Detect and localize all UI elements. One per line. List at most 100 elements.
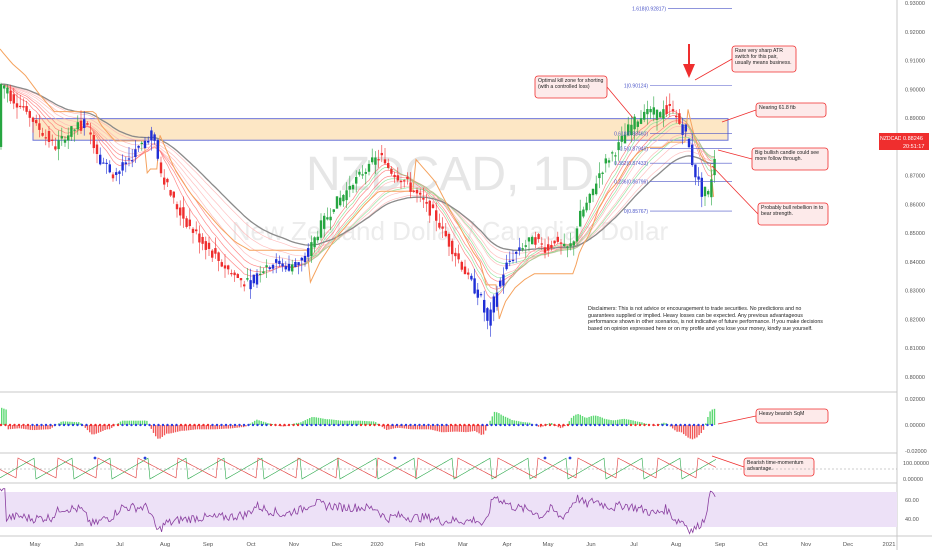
squeeze-bar [597, 416, 599, 425]
squeeze-bar [168, 425, 170, 434]
candle-body [438, 222, 441, 228]
squeeze-bar [592, 415, 595, 425]
squeeze-bar [625, 419, 628, 425]
squeeze-bar [678, 425, 680, 432]
candle-body [697, 176, 700, 180]
candle-body [147, 140, 150, 143]
squeeze-bar [344, 420, 346, 425]
squeeze-bar [482, 425, 485, 435]
squeeze-bar [190, 425, 192, 431]
squeeze-bar [698, 425, 700, 436]
squeeze-bar [317, 417, 320, 425]
candle-body [67, 135, 70, 141]
squeeze-bar [192, 425, 194, 430]
squeeze-bar [537, 425, 540, 427]
tm-marker [93, 456, 97, 460]
sqz-tick-label: 0.00000 [905, 423, 925, 429]
squeeze-bar [302, 421, 304, 425]
squeeze-bar [29, 425, 31, 430]
squeeze-dot [26, 423, 30, 427]
candle-body [230, 273, 233, 275]
candle-body [38, 123, 41, 130]
squeeze-bar [251, 422, 254, 425]
squeeze-bar [425, 425, 427, 430]
squeeze-bar [227, 425, 229, 429]
squeeze-bar [203, 425, 205, 430]
squeeze-bar [196, 425, 199, 430]
squeeze-dot [323, 423, 327, 427]
squeeze-bar [9, 425, 12, 430]
squeeze-dot [4, 423, 7, 427]
squeeze-bar [159, 425, 161, 439]
squeeze-bar [471, 425, 474, 432]
squeeze-bar [489, 420, 491, 425]
candle-body [665, 105, 668, 114]
candle-body [473, 278, 476, 294]
candle-body [713, 158, 716, 176]
squeeze-dot [242, 423, 246, 427]
squeeze-dot [571, 423, 574, 427]
squeeze-bar [31, 425, 34, 431]
squeeze-bar [100, 425, 102, 432]
fibonacci-levels[interactable]: 1.618(0.92817) 1(0.90124) 0.618(0.88460) 0.… [614, 6, 732, 215]
moving-average-ribbon [0, 83, 715, 299]
squeeze-bar [619, 419, 621, 425]
candle-body [12, 94, 15, 104]
squeeze-bar [654, 425, 656, 426]
candle-body [646, 108, 649, 115]
fib-label: 0(0.85767) [624, 209, 649, 215]
candle-body [710, 179, 713, 198]
squeeze-bar [401, 425, 403, 429]
candle-body [540, 243, 543, 245]
squeeze-bar [157, 425, 159, 439]
squeeze-bar [388, 425, 390, 430]
squeeze-bar [207, 425, 210, 430]
candle-body [313, 237, 316, 248]
candle-body [278, 260, 281, 265]
squeeze-dot [130, 423, 133, 427]
candle-body [150, 130, 153, 141]
time-tick-label: Dec [332, 542, 342, 548]
price-tick-label: 0.80000 [905, 375, 925, 381]
squeeze-bar [342, 420, 344, 425]
price-tick-label: 0.91000 [905, 59, 925, 65]
candle-body [300, 257, 303, 261]
candle-body [639, 118, 643, 124]
squeeze-bar [469, 425, 471, 432]
ma-line [0, 83, 715, 299]
candle-body [383, 159, 387, 164]
squeeze-bar [1, 407, 3, 425]
squeeze-bar [177, 425, 179, 432]
time-tick-label: Oct [246, 542, 255, 548]
squeeze-dot [17, 423, 21, 427]
candle-body [636, 121, 639, 127]
tm-marker [143, 456, 147, 460]
squeeze-bar [551, 423, 553, 425]
squeeze-dot [224, 423, 228, 427]
candle-body [451, 240, 454, 255]
squeeze-dot [215, 423, 219, 427]
candlestick-series [0, 82, 716, 337]
candle-body [83, 119, 86, 128]
candle-body [467, 272, 470, 275]
candle-body [604, 158, 607, 164]
squeeze-bar [588, 416, 590, 425]
squeeze-bar [265, 422, 267, 425]
squeeze-momentum-panel [0, 407, 716, 440]
candle-body [460, 261, 463, 270]
squeeze-bar [507, 417, 509, 425]
squeeze-dot [562, 423, 565, 427]
squeeze-bar [238, 425, 240, 428]
squeeze-dot [629, 423, 633, 427]
ma-line [0, 83, 715, 267]
squeeze-bar [214, 425, 216, 430]
candle-body [198, 233, 201, 243]
squeeze-bar [311, 417, 313, 425]
squeeze-dot [0, 423, 3, 427]
annotation-pointer [721, 109, 757, 123]
candle-body [566, 246, 569, 248]
annotation-pointer [694, 58, 733, 81]
squeeze-bar [449, 425, 452, 432]
squeeze-dot [706, 423, 709, 427]
